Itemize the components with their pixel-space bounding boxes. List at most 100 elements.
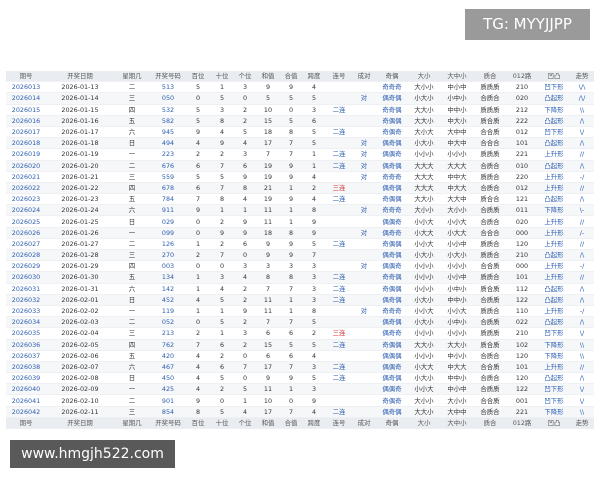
table-row: 2026018 2026-01-18 日 494 4 9 4 17 7 5 对偶奇偶 小大小 中大中 合合… — [6, 137, 594, 150]
table-cell: 050 — [150, 92, 186, 105]
table-cell: 质质合 — [474, 238, 506, 251]
table-cell: 五 — [114, 115, 150, 127]
table-cell: 上升形 — [538, 260, 570, 273]
table-cell: 762 — [150, 339, 186, 351]
table-row: 2026016 2026-01-16 五 582 5 8 2 15 5 6 奇偶偶 大大小 中大小 质合质… — [6, 115, 594, 127]
table-cell: 下降形 — [538, 350, 570, 362]
table-cell — [352, 361, 376, 374]
table-row: 2026029 2026-01-29 四 003 0 0 3 3 3 3 对偶偶奇 小小小 小小小 合合质… — [6, 260, 594, 273]
table-cell: 0 — [186, 227, 210, 239]
table-cell: 凹下形 — [538, 126, 570, 139]
column-header: 凹凸 — [538, 417, 570, 430]
table-cell: 1 — [280, 383, 302, 396]
table-cell: 9 — [280, 171, 302, 183]
table-cell: 212 — [506, 104, 538, 116]
table-cell: 5 — [302, 126, 326, 139]
table-cell: 10 — [256, 104, 280, 116]
table-cell: 3 — [302, 383, 326, 396]
table-cell: 7 — [280, 283, 302, 295]
table-cell: 2026019 — [6, 148, 46, 161]
table-row: 2026033 2026-02-02 一 119 1 1 9 11 1 8 对奇奇奇 小小大 小小大 质质… — [6, 305, 594, 318]
table-cell: 7 — [256, 148, 280, 161]
table-cell: 二连 — [326, 238, 352, 251]
table-cell: 1 — [302, 148, 326, 161]
table-cell: 8 — [302, 305, 326, 318]
column-header: 开奖日期 — [46, 71, 114, 83]
column-header: 走势 — [570, 71, 594, 83]
table-cell: 中中大 — [440, 171, 474, 183]
table-cell: 2 — [302, 182, 326, 195]
table-cell: 中小中 — [440, 383, 474, 396]
table-cell: 质质质 — [474, 148, 506, 161]
table-cell: 2026-01-13 — [46, 81, 114, 94]
table-cell: /\ — [570, 294, 594, 306]
header-row: 期号 开奖日期 星期几 开奖号码 百位 十位 个位 和值 合值 跨度 连号 成对 奇偶 大小 大中小 质合 01… — [6, 71, 594, 83]
table-cell: 8 — [210, 115, 234, 127]
table-cell: 7 — [256, 283, 280, 295]
table-cell: 0 — [234, 350, 256, 362]
table-cell: 9 — [186, 126, 210, 139]
table-cell: 7 — [210, 249, 234, 262]
table-cell: /\ — [570, 283, 594, 295]
table-cell — [352, 350, 376, 362]
table-cell: 5 — [256, 92, 280, 105]
table-cell: 10 — [256, 394, 280, 407]
table-cell: 中中小 — [440, 294, 474, 306]
table-cell: 012 — [506, 182, 538, 195]
table-cell: 5 — [210, 372, 234, 385]
table-cell — [326, 350, 352, 362]
column-header: 开奖日期 — [46, 417, 114, 430]
table-cell: 小大大 — [440, 227, 474, 239]
table-cell: 下降形 — [538, 204, 570, 217]
table-cell: 3 — [302, 294, 326, 306]
table-cell: 6 — [234, 238, 256, 251]
table-cell: 2026-01-30 — [46, 271, 114, 284]
table-cell: 9 — [256, 249, 280, 262]
table-cell: 5 — [302, 316, 326, 329]
table-cell: 5 — [210, 294, 234, 306]
table-cell: 3 — [302, 104, 326, 116]
table-cell: 467 — [150, 361, 186, 374]
table-cell: 凸起形 — [538, 160, 570, 172]
table-cell: 2026034 — [6, 316, 46, 329]
table-cell: 2026021 — [6, 171, 46, 183]
table-cell: 9 — [280, 160, 302, 172]
table-cell: 三连 — [326, 182, 352, 195]
table-cell: 8 — [256, 271, 280, 284]
table-cell: 奇偶偶 — [376, 193, 408, 206]
table-cell: 中大大 — [440, 182, 474, 195]
table-cell: 2026022 — [6, 182, 46, 195]
table-cell: 大小小 — [440, 394, 474, 407]
table-cell: 对 — [352, 171, 376, 183]
table-row: 2026019 2026-01-19 一 223 2 2 3 7 7 1 二连对偶偶奇 小小小 小小小质… — [6, 148, 594, 161]
table-cell: 小小大 — [408, 238, 440, 251]
table-row: 2026017 2026-01-17 六 945 9 4 5 18 8 5 二连 奇偶奇 大小大 大中中合… — [6, 126, 594, 139]
table-cell: 2026028 — [6, 249, 46, 262]
table-cell — [352, 372, 376, 385]
table-cell — [326, 81, 352, 94]
table-row: 2026023 2026-01-23 五 784 7 8 4 19 9 4 二连 奇偶偶 大大小 大大中质… — [6, 193, 594, 206]
table-cell: 2026015 — [6, 104, 46, 116]
table-cell: 大大小 — [408, 115, 440, 127]
table-cell: 101 — [506, 137, 538, 150]
table-cell: 日 — [114, 294, 150, 306]
table-cell: -/ — [570, 305, 594, 318]
table-cell — [352, 193, 376, 206]
table-cell: 大大大 — [440, 160, 474, 172]
table-cell: 二连 — [326, 126, 352, 139]
table-cell: 偶奇偶 — [376, 294, 408, 306]
table-cell: 一 — [114, 305, 150, 318]
table-cell: 三 — [114, 249, 150, 262]
table-cell: 偶奇偶 — [376, 137, 408, 150]
column-header: 奇偶 — [376, 417, 408, 430]
table-cell: 559 — [150, 171, 186, 183]
table-cell: 4 — [302, 406, 326, 418]
table-cell: // — [570, 148, 594, 161]
table-cell: 2026-02-11 — [46, 406, 114, 418]
table-cell: 中小中 — [440, 81, 474, 94]
table-cell: 0 — [186, 215, 210, 228]
table-cell: 凸起形 — [538, 193, 570, 206]
table-row: 2026041 2026-02-10 二 901 9 0 1 10 0 9 奇偶奇 大小小 大小小 合合质… — [6, 394, 594, 407]
table-cell: 2026-02-08 — [46, 372, 114, 385]
table-cell: 合质合 — [474, 350, 506, 362]
